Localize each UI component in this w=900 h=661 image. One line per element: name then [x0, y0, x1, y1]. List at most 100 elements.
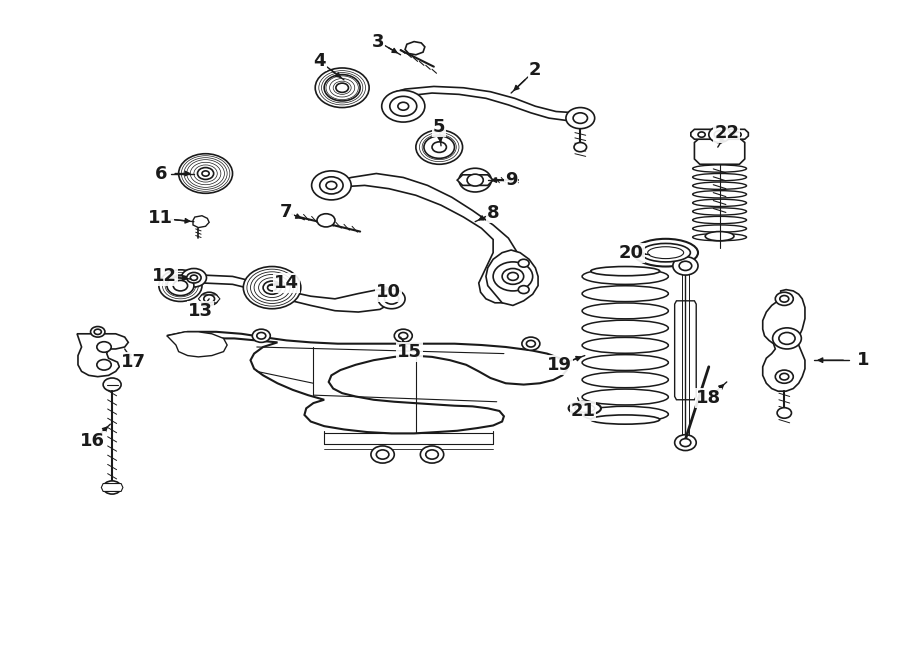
Circle shape — [680, 439, 691, 447]
Ellipse shape — [641, 243, 690, 262]
Circle shape — [424, 136, 454, 159]
Circle shape — [382, 91, 425, 122]
Polygon shape — [102, 484, 123, 491]
Circle shape — [311, 171, 351, 200]
Circle shape — [518, 286, 529, 293]
Circle shape — [675, 435, 697, 451]
Polygon shape — [166, 332, 227, 357]
Text: 7: 7 — [280, 203, 292, 221]
Ellipse shape — [693, 165, 746, 173]
Ellipse shape — [569, 402, 601, 415]
Ellipse shape — [582, 268, 669, 284]
Circle shape — [181, 268, 206, 287]
Ellipse shape — [590, 415, 660, 424]
Text: 3: 3 — [372, 32, 384, 51]
Circle shape — [566, 108, 595, 129]
Text: 6: 6 — [155, 165, 166, 182]
Circle shape — [97, 360, 112, 370]
Circle shape — [772, 328, 801, 349]
Text: 22: 22 — [715, 124, 739, 141]
Circle shape — [390, 97, 417, 116]
Circle shape — [91, 327, 105, 337]
Circle shape — [779, 295, 788, 302]
Circle shape — [94, 329, 102, 334]
Ellipse shape — [693, 225, 746, 232]
Ellipse shape — [693, 182, 746, 189]
Circle shape — [202, 171, 209, 176]
Circle shape — [573, 113, 588, 124]
Text: 21: 21 — [571, 402, 596, 420]
Circle shape — [399, 332, 408, 339]
Circle shape — [432, 142, 446, 153]
Ellipse shape — [634, 239, 698, 266]
Circle shape — [326, 181, 337, 189]
Circle shape — [378, 289, 405, 309]
Ellipse shape — [582, 355, 669, 370]
Ellipse shape — [582, 303, 669, 319]
Ellipse shape — [582, 372, 669, 388]
Circle shape — [186, 272, 201, 283]
Ellipse shape — [706, 231, 734, 241]
Ellipse shape — [582, 286, 669, 301]
Text: 20: 20 — [619, 244, 644, 262]
Circle shape — [97, 342, 112, 352]
Circle shape — [203, 295, 214, 303]
Text: 18: 18 — [697, 389, 722, 407]
Polygon shape — [77, 334, 129, 377]
Circle shape — [522, 337, 540, 350]
Circle shape — [173, 280, 187, 291]
Circle shape — [680, 261, 692, 270]
Circle shape — [508, 272, 518, 280]
Circle shape — [336, 83, 348, 93]
Ellipse shape — [582, 320, 669, 336]
Text: 8: 8 — [487, 204, 500, 222]
Circle shape — [416, 130, 463, 165]
Circle shape — [493, 262, 533, 291]
Circle shape — [715, 131, 725, 139]
Polygon shape — [405, 42, 425, 55]
Text: 19: 19 — [547, 356, 572, 374]
Circle shape — [574, 143, 587, 152]
Text: 17: 17 — [122, 353, 146, 371]
Circle shape — [775, 370, 793, 383]
Ellipse shape — [582, 337, 669, 353]
Ellipse shape — [693, 216, 746, 223]
Circle shape — [320, 176, 343, 194]
Polygon shape — [695, 138, 744, 165]
Text: 1: 1 — [857, 351, 869, 369]
Circle shape — [398, 102, 409, 110]
Text: 5: 5 — [433, 118, 446, 136]
Circle shape — [371, 446, 394, 463]
Circle shape — [159, 270, 202, 301]
Text: 11: 11 — [148, 210, 173, 227]
Circle shape — [190, 275, 197, 280]
Circle shape — [384, 293, 399, 304]
Text: 4: 4 — [313, 52, 326, 70]
Circle shape — [673, 256, 698, 275]
Circle shape — [197, 168, 213, 179]
Circle shape — [166, 276, 194, 295]
Circle shape — [698, 132, 706, 137]
Polygon shape — [394, 87, 583, 121]
Polygon shape — [193, 215, 209, 227]
Circle shape — [104, 378, 122, 391]
Text: 15: 15 — [397, 342, 422, 361]
Circle shape — [779, 373, 788, 380]
Ellipse shape — [582, 407, 669, 422]
Circle shape — [709, 127, 731, 143]
Circle shape — [267, 284, 276, 291]
Circle shape — [178, 154, 232, 193]
Circle shape — [263, 281, 281, 294]
Circle shape — [775, 292, 793, 305]
Text: 9: 9 — [505, 171, 518, 189]
Circle shape — [467, 174, 483, 186]
Ellipse shape — [582, 389, 669, 405]
Ellipse shape — [693, 233, 746, 241]
Circle shape — [420, 446, 444, 463]
Circle shape — [426, 450, 438, 459]
Ellipse shape — [693, 199, 746, 206]
Circle shape — [317, 214, 335, 227]
Text: 13: 13 — [188, 301, 212, 320]
Ellipse shape — [693, 190, 746, 198]
Circle shape — [502, 268, 524, 284]
